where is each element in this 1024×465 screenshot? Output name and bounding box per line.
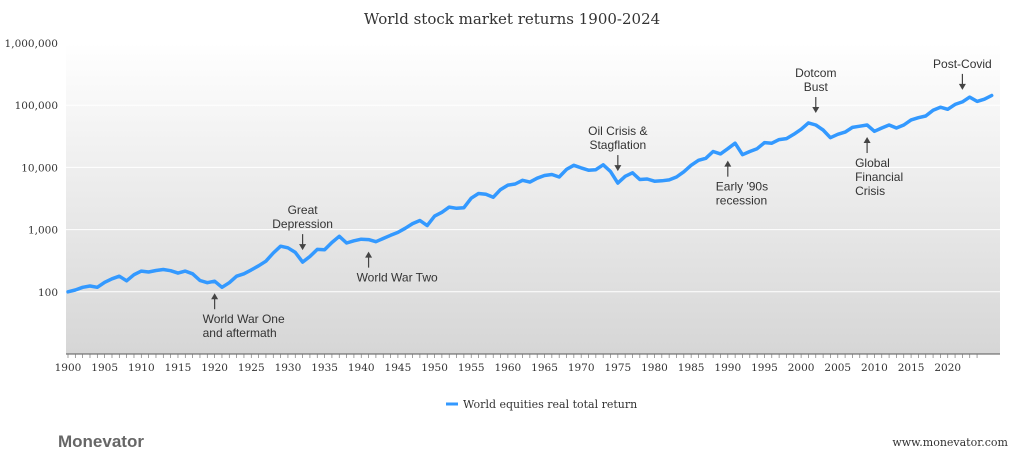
x-tick-label: 1980 [641, 362, 668, 374]
x-tick-label: 1955 [458, 362, 485, 374]
monevator-logo: Monevator [58, 432, 144, 451]
annotation-arrowhead [211, 293, 219, 300]
x-tick-label: 1915 [165, 362, 192, 374]
plot-area [66, 43, 1000, 354]
x-tick-label: 2020 [934, 362, 961, 374]
x-tick-label: 1920 [201, 362, 228, 374]
annotation-label: Early '90s [716, 180, 768, 194]
x-axis: 1900 1905 1910 1915 1920 1925 1930 1935 1940 1945… [55, 353, 1000, 374]
annotation-label: Great [288, 203, 319, 217]
annotation-label: Global [855, 156, 890, 170]
gridlines [66, 42, 1000, 293]
x-tick-label: 1995 [751, 362, 778, 374]
x-tick-label: 1965 [531, 362, 558, 374]
annotation-label: Stagflation [589, 138, 646, 152]
annotation-label: Dotcom [795, 66, 836, 80]
source-url: www.monevator.com [892, 436, 1008, 449]
x-tick-label: 1970 [568, 362, 595, 374]
annotation-label: recession [716, 194, 767, 208]
annotation-arrowhead [299, 244, 307, 251]
y-tick-label: 1,000 [28, 225, 58, 237]
x-tick-label: 1960 [495, 362, 522, 374]
chart-title: World stock market returns 1900-2024 [364, 10, 660, 28]
annotation-ww2: World War Two [357, 251, 438, 285]
x-tick-label: 1905 [91, 362, 118, 374]
annotation-arrowhead [958, 83, 966, 90]
y-tick-label: 1,000,000 [5, 38, 58, 50]
x-tick-label: 1930 [275, 362, 302, 374]
annotation-arrowhead [863, 137, 871, 144]
annotation-label: Depression [272, 217, 333, 231]
annotation-label: Post-Covid [933, 57, 992, 71]
annotation-label: Bust [804, 80, 829, 94]
annotation-oil-crisis: Oil Crisis &Stagflation [588, 124, 648, 172]
annotation-label: and aftermath [203, 326, 277, 340]
annotation-arrowhead [614, 165, 622, 172]
y-tick-label: 100,000 [15, 100, 58, 112]
x-tick-label: 2005 [824, 362, 851, 374]
x-tick-label: 1900 [55, 362, 82, 374]
x-tick-label: 1940 [348, 362, 375, 374]
y-tick-label: 100 [38, 287, 58, 299]
annotation-arrowhead [812, 107, 820, 114]
x-tick-label: 1975 [604, 362, 631, 374]
annotation-label: World War One [203, 312, 285, 326]
x-tick-label: 2000 [788, 362, 815, 374]
y-axis: 100 1,000 10,000 100,000 1,000,000 [5, 38, 58, 299]
x-tick-label: 1950 [421, 362, 448, 374]
x-tick-label: 1985 [678, 362, 705, 374]
annotation-label: World War Two [357, 271, 438, 285]
x-tick-label: 1910 [128, 362, 155, 374]
annotation-arrowhead [724, 160, 732, 167]
annotation-label: Crisis [855, 184, 885, 198]
series-line-world-equities [66, 93, 994, 294]
x-tick-label: 1935 [311, 362, 338, 374]
x-tick-label: 2015 [898, 362, 925, 374]
x-tick-label: 1945 [385, 362, 412, 374]
x-tick-label: 1925 [238, 362, 265, 374]
annotation-post-covid: Post-Covid [933, 57, 992, 90]
annotation-arrowhead [365, 251, 373, 258]
annotation-label: Oil Crisis & [588, 124, 647, 138]
x-tick-label: 1990 [714, 362, 741, 374]
legend-label: World equities real total return [463, 398, 637, 411]
x-tick-label: 2010 [861, 362, 888, 374]
annotation-label: Financial [855, 170, 903, 184]
legend: World equities real total return [446, 398, 637, 411]
y-tick-label: 10,000 [21, 162, 58, 174]
